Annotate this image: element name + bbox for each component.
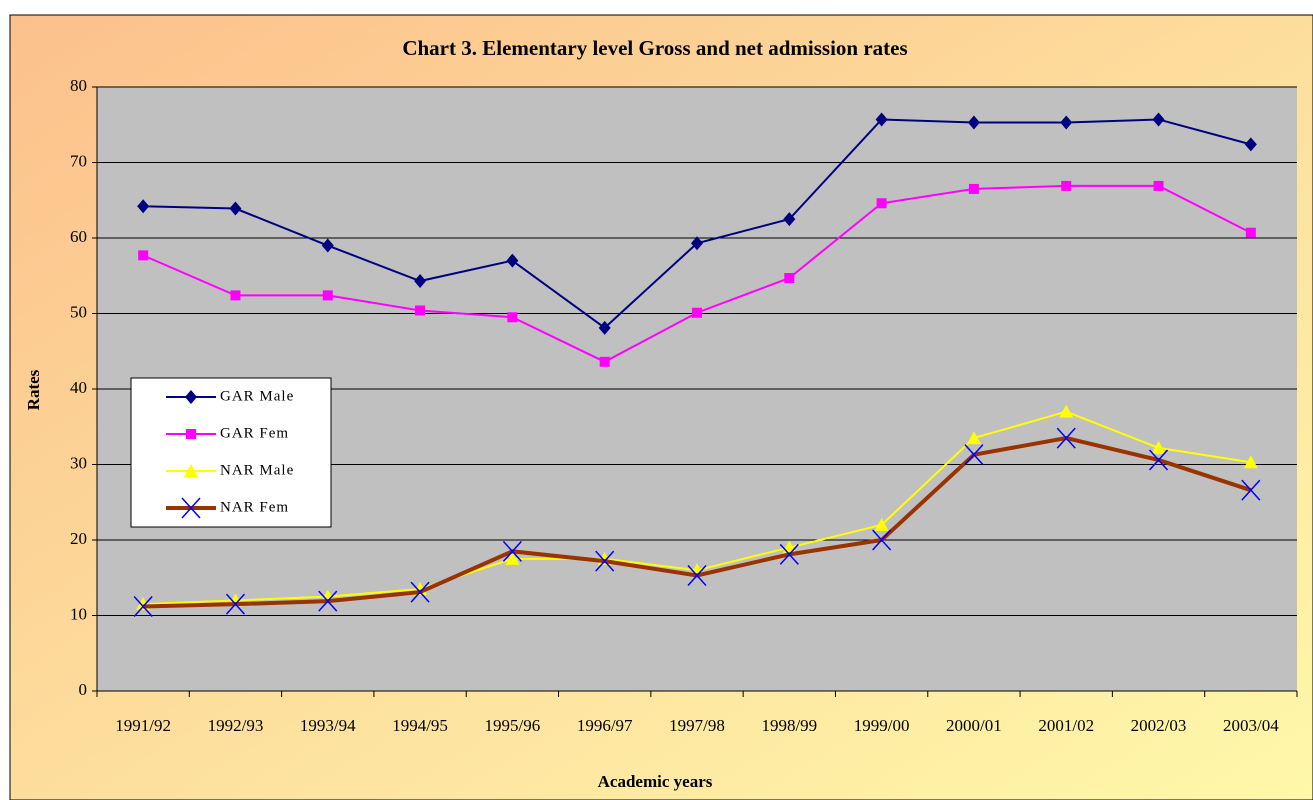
x-tick-label: 1994/95 (392, 716, 448, 735)
chart-title: Chart 3. Elementary level Gross and net … (402, 36, 907, 60)
marker (322, 290, 333, 301)
marker (598, 320, 611, 335)
marker (185, 390, 197, 404)
marker (1061, 180, 1072, 191)
marker (414, 274, 427, 289)
marker (1151, 440, 1166, 454)
marker (1245, 227, 1256, 238)
marker (133, 595, 153, 617)
x-tick-label: 1997/98 (669, 716, 725, 735)
marker (1059, 404, 1074, 418)
y-tick-label: 0 (79, 680, 88, 699)
marker (595, 550, 615, 572)
y-tick-label: 20 (70, 529, 87, 548)
y-tick-label: 40 (70, 378, 87, 397)
marker (410, 581, 430, 603)
marker (874, 517, 889, 531)
marker (138, 250, 149, 261)
marker (415, 305, 426, 316)
marker (968, 183, 979, 194)
legend-label: GAR Male (220, 388, 294, 404)
x-tick-label: 1996/97 (577, 716, 633, 735)
x-tick-label: 1999/00 (854, 716, 910, 735)
x-tick-label: 1992/93 (208, 716, 264, 735)
marker (229, 201, 242, 216)
x-tick-label: 2002/03 (1131, 716, 1187, 735)
marker (692, 307, 702, 318)
marker (186, 429, 196, 439)
x-tick-label: 1991/92 (115, 716, 171, 735)
marker (784, 273, 795, 284)
legend-label: GAR Fem (220, 425, 289, 441)
marker (1244, 137, 1257, 152)
y-tick-label: 60 (70, 227, 87, 246)
marker (1243, 455, 1258, 469)
marker (181, 497, 201, 519)
y-tick-label: 30 (70, 453, 87, 472)
marker (1241, 479, 1261, 501)
x-tick-label: 2000/01 (946, 716, 1002, 735)
marker (964, 444, 984, 466)
y-axis-label: Rates (24, 369, 43, 410)
marker (783, 212, 796, 227)
legend-label: NAR Male (220, 462, 294, 478)
x-axis-label: Academic years (598, 772, 713, 791)
marker (779, 543, 799, 565)
marker (507, 312, 518, 323)
marker (966, 431, 981, 445)
marker (230, 290, 241, 301)
legend (130, 377, 332, 528)
marker (1152, 112, 1165, 127)
marker (1060, 115, 1073, 130)
marker (184, 464, 198, 477)
x-tick-label: 1998/99 (761, 716, 817, 735)
marker (137, 199, 150, 214)
x-tick-label: 2003/04 (1223, 716, 1279, 735)
marker (502, 540, 522, 562)
marker (506, 253, 519, 268)
legend-label: NAR Fem (220, 499, 289, 515)
marker (687, 564, 707, 586)
marker (321, 238, 334, 253)
y-tick-label: 10 (70, 604, 87, 623)
marker (1148, 449, 1169, 471)
x-tick-label: 2001/02 (1038, 716, 1094, 735)
marker (599, 356, 610, 367)
x-tick-label: 1995/96 (485, 716, 541, 735)
marker (1153, 180, 1164, 191)
marker (967, 115, 980, 130)
marker (876, 198, 887, 209)
marker (225, 593, 246, 615)
marker (875, 112, 888, 127)
marker (505, 551, 520, 565)
marker (1056, 427, 1076, 449)
marker (318, 590, 338, 612)
x-tick-label: 1993/94 (300, 716, 356, 735)
y-tick-label: 70 (70, 151, 87, 170)
marker (872, 529, 892, 551)
marker (691, 236, 703, 251)
y-tick-label: 50 (70, 302, 87, 321)
y-tick-label: 80 (70, 76, 87, 95)
